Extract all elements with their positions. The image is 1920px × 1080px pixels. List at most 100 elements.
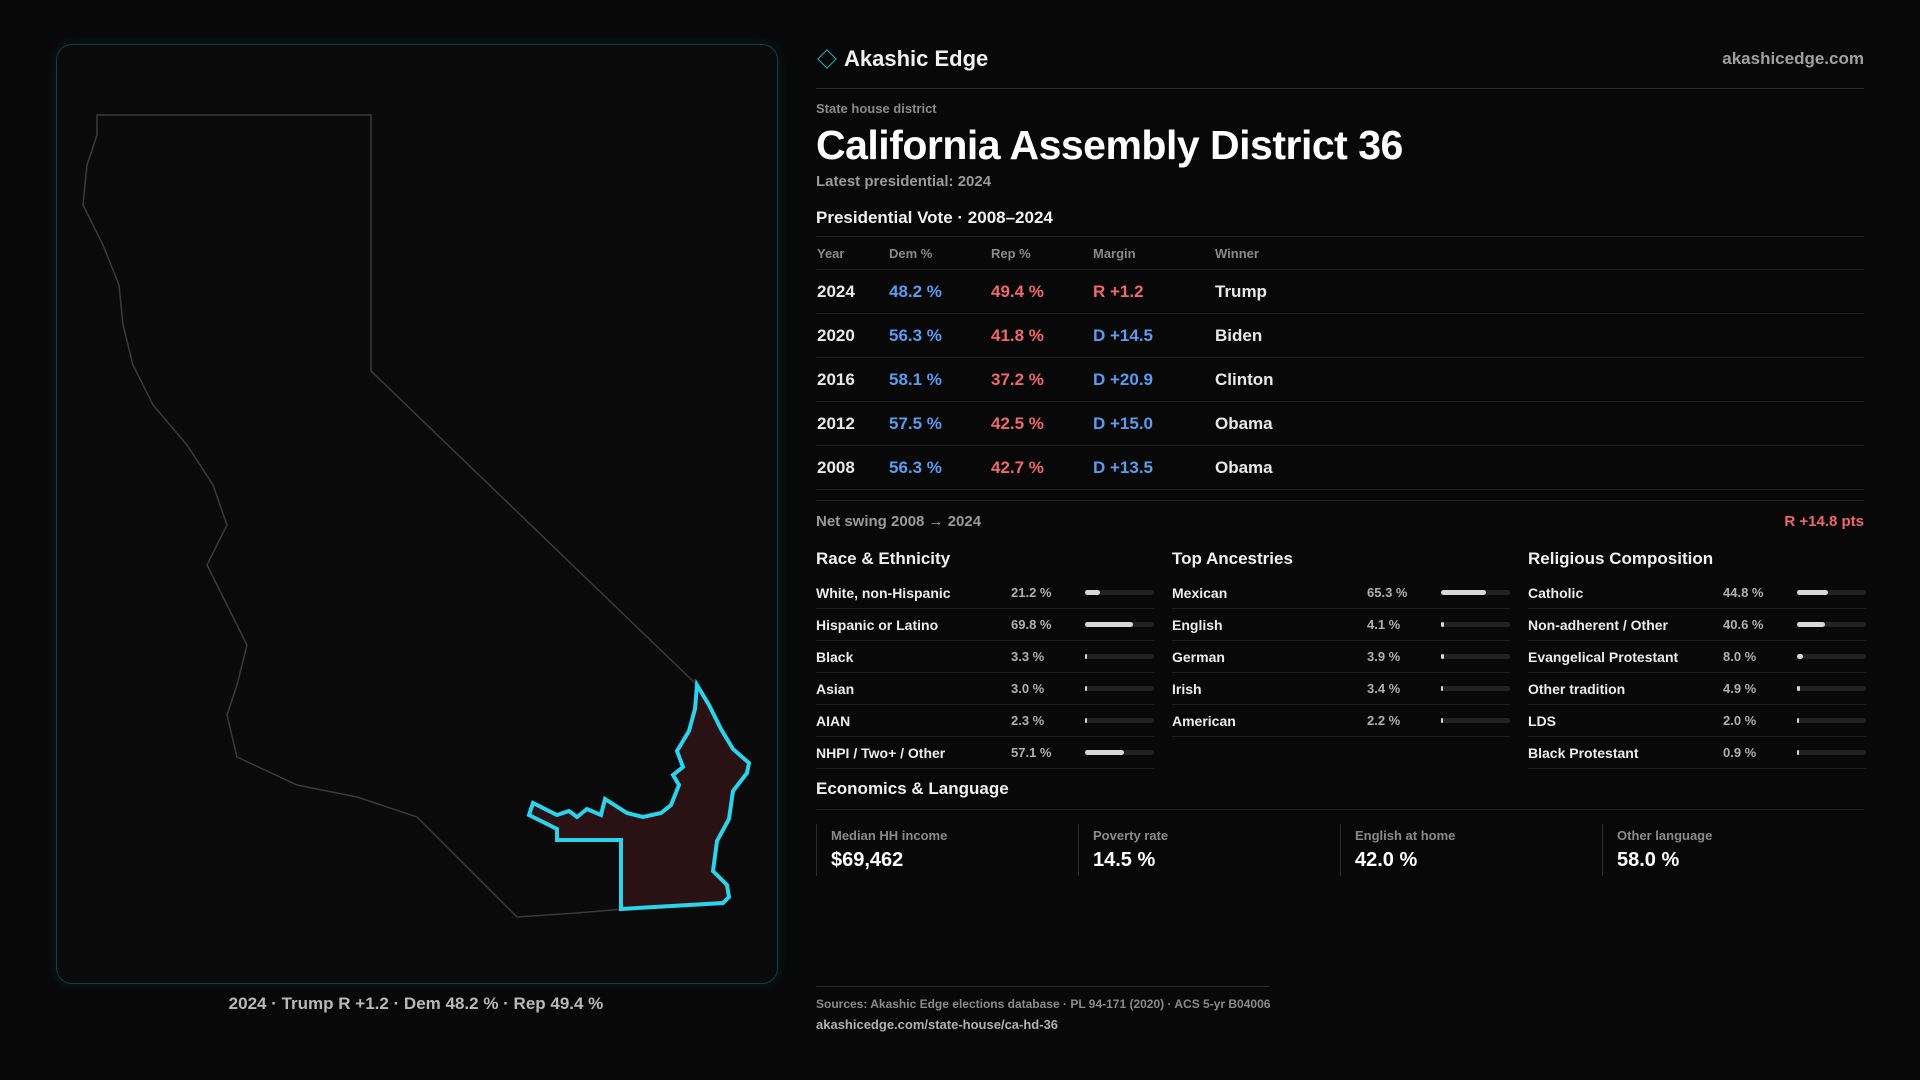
list-item: NHPI / Two+ / Other 57.1 % bbox=[816, 737, 1154, 769]
winner-cell: Biden bbox=[1214, 313, 1864, 358]
bar-fill bbox=[1441, 590, 1487, 595]
year-cell: 2016 bbox=[816, 357, 888, 402]
item-label: Evangelical Protestant bbox=[1528, 648, 1679, 665]
list-item: Irish 3.4 % bbox=[1172, 673, 1510, 705]
bar-fill bbox=[1085, 590, 1100, 595]
item-value: 57.1 % bbox=[1011, 745, 1052, 760]
list-item: Asian 3.0 % bbox=[816, 673, 1154, 705]
item-value: 3.4 % bbox=[1367, 681, 1401, 696]
list-item: White, non-Hispanic 21.2 % bbox=[816, 577, 1154, 609]
stat-value: 58.0 % bbox=[1617, 849, 1680, 871]
winner-cell: Obama bbox=[1214, 445, 1864, 490]
religion-title: Religious Composition bbox=[1528, 549, 1714, 568]
sources-text: Sources: Akashic Edge elections database… bbox=[816, 997, 1271, 1011]
map-panel[interactable] bbox=[56, 44, 778, 984]
item-label: Irish bbox=[1172, 680, 1202, 697]
stat-card: Median HH income $69,462 bbox=[816, 824, 1078, 876]
bar-fill bbox=[1085, 654, 1088, 659]
economics-cards: Median HH income $69,462 Poverty rate 14.5… bbox=[816, 824, 1864, 876]
year-cell: 2020 bbox=[816, 313, 888, 358]
stat-value: 42.0 % bbox=[1355, 849, 1418, 871]
bar-fill bbox=[1797, 622, 1825, 627]
dem-cell: 58.1 % bbox=[888, 357, 990, 402]
year-cell: 2008 bbox=[816, 445, 888, 490]
list-item: Black Protestant 0.9 % bbox=[1528, 737, 1866, 769]
rep-cell: 41.8 % bbox=[990, 313, 1092, 358]
item-label: Non-adherent / Other bbox=[1528, 616, 1669, 633]
stat-value: $69,462 bbox=[831, 849, 904, 871]
percent-bar bbox=[1797, 622, 1866, 627]
percent-bar bbox=[1085, 718, 1154, 723]
header: Akashic Edge akashicedge.com bbox=[816, 44, 1864, 74]
page-title: California Assembly District 36 bbox=[816, 122, 1403, 168]
ancestry-list: Top Ancestries Mexican 65.3 % English 4.1 … bbox=[1172, 549, 1510, 769]
percent-bar bbox=[1441, 686, 1510, 691]
col-year: Year bbox=[816, 236, 888, 270]
votes-section-title: Presidential Vote · 2008–2024 bbox=[816, 208, 1053, 227]
dem-cell: 57.5 % bbox=[888, 401, 990, 446]
list-item: Non-adherent / Other 40.6 % bbox=[1528, 609, 1866, 641]
sources-footer: Sources: Akashic Edge elections database… bbox=[816, 986, 1271, 1032]
item-value: 65.3 % bbox=[1367, 585, 1408, 600]
item-label: AIAN bbox=[816, 712, 851, 729]
percent-bar bbox=[1797, 686, 1866, 691]
dem-cell: 56.3 % bbox=[888, 445, 990, 490]
item-label: American bbox=[1172, 712, 1236, 729]
bar-fill bbox=[1441, 654, 1444, 659]
diamond-icon bbox=[817, 49, 837, 69]
map-caption: 2024 · Trump R +1.2 · Dem 48.2 % · Rep 4… bbox=[228, 994, 604, 1013]
list-item: English 4.1 % bbox=[1172, 609, 1510, 641]
bar-fill bbox=[1441, 718, 1444, 723]
bar-fill bbox=[1085, 622, 1134, 627]
demographics: Race & Ethnicity White, non-Hispanic 21.2… bbox=[816, 549, 1866, 769]
divider bbox=[816, 88, 1864, 89]
stat-label: Median HH income bbox=[831, 828, 948, 843]
bar-fill bbox=[1797, 590, 1828, 595]
item-label: LDS bbox=[1528, 712, 1556, 729]
bar-fill bbox=[1085, 750, 1125, 755]
stat-label: Poverty rate bbox=[1093, 828, 1169, 843]
table-row: 2024 48.2 % 49.4 % R +1.2 Trump bbox=[816, 269, 1864, 314]
rep-cell: 49.4 % bbox=[990, 269, 1092, 314]
percent-bar bbox=[1797, 750, 1866, 755]
list-item: German 3.9 % bbox=[1172, 641, 1510, 673]
bar-fill bbox=[1085, 718, 1088, 723]
item-label: White, non-Hispanic bbox=[816, 584, 951, 601]
rep-cell: 37.2 % bbox=[990, 357, 1092, 402]
rep-cell: 42.5 % bbox=[990, 401, 1092, 446]
winner-cell: Obama bbox=[1214, 401, 1864, 446]
margin-cell: D +13.5 bbox=[1092, 445, 1214, 490]
list-item: LDS 2.0 % bbox=[1528, 705, 1866, 737]
winner-cell: Trump bbox=[1214, 269, 1864, 314]
item-value: 3.3 % bbox=[1011, 649, 1045, 664]
item-value: 4.1 % bbox=[1367, 617, 1401, 632]
percent-bar bbox=[1085, 590, 1154, 595]
dem-cell: 56.3 % bbox=[888, 313, 990, 358]
list-item: Catholic 44.8 % bbox=[1528, 577, 1866, 609]
percent-bar bbox=[1441, 654, 1510, 659]
district-36-shape[interactable] bbox=[526, 678, 752, 912]
percent-bar bbox=[1441, 590, 1510, 595]
site-link[interactable]: akashicedge.com bbox=[1722, 49, 1864, 68]
list-item: American 2.2 % bbox=[1172, 705, 1510, 737]
stat-card: English at home 42.0 % bbox=[1340, 824, 1602, 876]
item-value: 40.6 % bbox=[1723, 617, 1764, 632]
list-item: Hispanic or Latino 69.8 % bbox=[816, 609, 1154, 641]
race-ethnicity-list: Race & Ethnicity White, non-Hispanic 21.2… bbox=[816, 549, 1154, 769]
winner-cell: Clinton bbox=[1214, 357, 1864, 402]
item-value: 2.3 % bbox=[1011, 713, 1045, 728]
item-label: English bbox=[1172, 616, 1223, 633]
margin-cell: D +15.0 bbox=[1092, 401, 1214, 446]
dem-cell: 48.2 % bbox=[888, 269, 990, 314]
item-label: Hispanic or Latino bbox=[816, 616, 939, 633]
percent-bar bbox=[1085, 622, 1154, 627]
percent-bar bbox=[1441, 718, 1510, 723]
table-row: 2008 56.3 % 42.7 % D +13.5 Obama bbox=[816, 445, 1864, 490]
item-value: 3.0 % bbox=[1011, 681, 1045, 696]
brand-name[interactable]: Akashic Edge bbox=[844, 46, 989, 71]
california-map[interactable] bbox=[57, 45, 777, 983]
item-value: 8.0 % bbox=[1723, 649, 1757, 664]
source-url[interactable]: akashicedge.com/state-house/ca-hd-36 bbox=[816, 1017, 1059, 1032]
percent-bar bbox=[1797, 718, 1866, 723]
item-label: NHPI / Two+ / Other bbox=[816, 744, 946, 761]
